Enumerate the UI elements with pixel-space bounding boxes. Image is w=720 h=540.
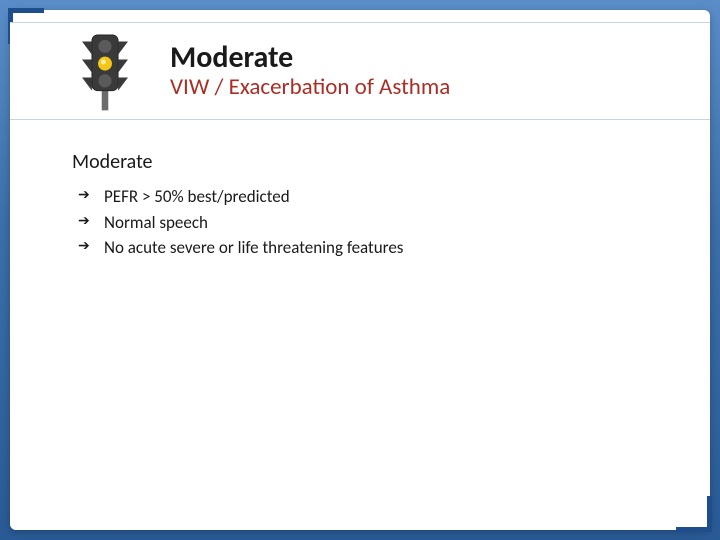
slide-subtitle: VIW / Exacerbation of Asthma — [170, 75, 710, 100]
traffic-light-icon — [60, 26, 150, 116]
content-area: Moderate PEFR > 50% best/predicted Norma… — [72, 150, 670, 261]
list-item: Normal speech — [104, 210, 670, 236]
section-heading: Moderate — [72, 150, 670, 174]
corner-accent-bottom-right — [676, 496, 712, 532]
bullet-list: PEFR > 50% best/predicted Normal speech … — [72, 184, 670, 261]
slide-panel: Moderate VIW / Exacerbation of Asthma Mo… — [10, 10, 710, 530]
title-block: Moderate VIW / Exacerbation of Asthma — [170, 42, 710, 101]
slide-title: Moderate — [170, 42, 710, 74]
list-item: PEFR > 50% best/predicted — [104, 184, 670, 210]
list-item: No acute severe or life threatening feat… — [104, 235, 670, 261]
header-band: Moderate VIW / Exacerbation of Asthma — [10, 22, 710, 120]
